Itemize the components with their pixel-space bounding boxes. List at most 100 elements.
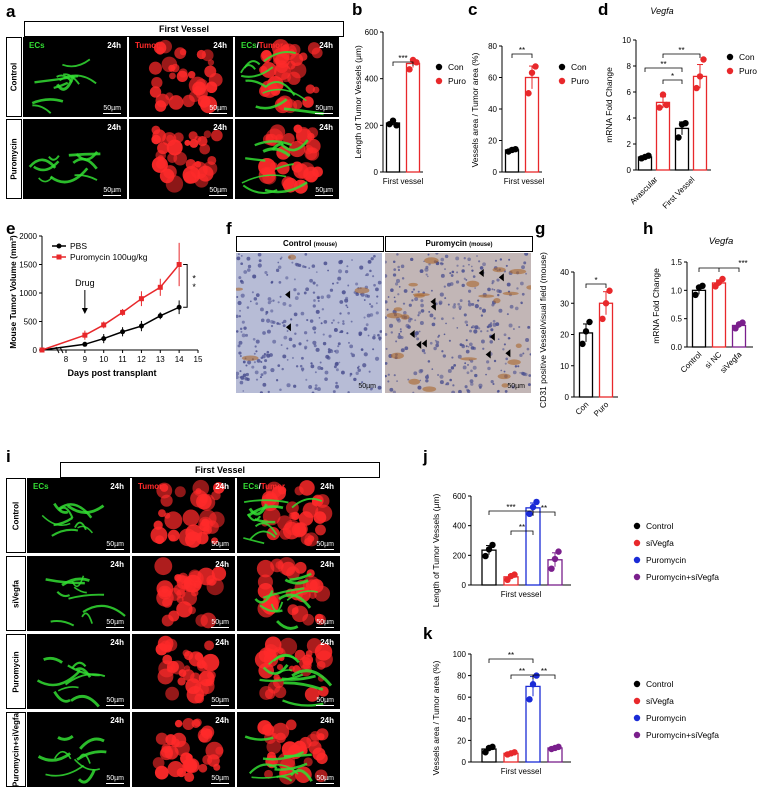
legend-label: Con — [448, 62, 464, 72]
scale-bar: 50µm — [209, 187, 227, 196]
vessel-segment — [280, 139, 309, 152]
nucleus — [477, 299, 480, 302]
tumor-cell — [205, 741, 224, 760]
panel-letter-e: e — [6, 219, 16, 238]
nucleus — [482, 262, 486, 267]
nucleus — [255, 339, 260, 344]
nucleus — [295, 365, 299, 368]
cd31-stain — [478, 294, 495, 298]
nucleus — [389, 387, 394, 392]
drug-annotation: Drug — [75, 278, 95, 288]
nucleus — [239, 355, 242, 358]
nucleus — [435, 253, 439, 255]
nucleus — [418, 311, 422, 315]
nucleus — [293, 288, 297, 292]
scale-bar-line — [315, 195, 333, 196]
nucleus — [487, 366, 491, 371]
vessel-segment — [49, 167, 89, 184]
data-point — [700, 56, 707, 63]
nucleus — [439, 380, 444, 385]
nucleus — [281, 367, 284, 371]
y-axis-label: Length of Tumor Vessels (μm) — [353, 45, 363, 159]
tumor-cell — [148, 61, 162, 75]
legend-label: Puro — [739, 66, 757, 76]
tumor-cell — [158, 509, 166, 518]
nucleus — [528, 374, 531, 377]
nucleus — [408, 303, 412, 307]
nucleus — [445, 322, 447, 325]
cd31-stain — [408, 378, 421, 385]
data-point — [532, 63, 539, 70]
nucleus — [267, 300, 271, 305]
nucleus — [304, 347, 307, 350]
nucleus — [291, 261, 294, 264]
nucleus — [425, 375, 429, 380]
nucleus — [430, 289, 433, 292]
scale-bar: 50µm — [209, 105, 227, 114]
significance-bracket — [510, 530, 534, 535]
tumor-cell — [293, 99, 303, 110]
nucleus — [317, 296, 320, 300]
tumor-cell — [273, 57, 280, 65]
y-tick-label: 0 — [627, 166, 632, 175]
nucleus — [298, 342, 302, 346]
significance-mark: ** — [541, 667, 547, 676]
row-label-text: Control — [11, 501, 21, 530]
nucleus — [254, 345, 257, 348]
time-label: 24h — [213, 123, 227, 132]
nucleus — [353, 377, 357, 382]
nucleus — [493, 288, 496, 291]
tumor-cell — [302, 613, 315, 626]
nucleus — [270, 324, 274, 328]
nucleus — [339, 300, 344, 304]
arrowhead-marker — [409, 330, 415, 339]
y-tick-label: 0 — [565, 393, 570, 402]
nucleus — [241, 333, 246, 338]
nucleus — [246, 306, 250, 309]
vessel-segment — [77, 525, 94, 534]
panel-a-header: First Vessel — [24, 21, 344, 37]
nucleus — [472, 365, 477, 370]
nucleus — [272, 339, 277, 344]
nucleus — [270, 320, 274, 324]
nucleus — [310, 362, 313, 365]
vessel-segment — [37, 752, 72, 762]
nucleus — [525, 272, 528, 275]
nucleus — [236, 330, 239, 333]
nucleus — [375, 311, 379, 315]
nucleus — [479, 306, 482, 310]
y-tick-label: 0 — [462, 581, 467, 590]
nucleus — [514, 365, 518, 368]
nucleus — [290, 318, 293, 321]
tumor-cell — [155, 732, 168, 745]
nucleus — [521, 265, 525, 270]
nucleus — [359, 293, 362, 296]
cd31-stain — [354, 287, 370, 294]
scale-bar-label: 50µm — [358, 383, 376, 390]
vessel-segment — [68, 152, 101, 157]
microscopy-tile: 24h 50µm — [129, 119, 233, 199]
scale-bar-label: 50µm — [316, 541, 334, 548]
vessel-segment — [251, 772, 293, 779]
nucleus — [247, 268, 251, 272]
y-tick-label: 1000 — [19, 289, 37, 298]
vessel-segment — [283, 753, 312, 758]
nucleus — [429, 341, 433, 345]
nucleus — [317, 387, 321, 391]
nucleus — [333, 328, 338, 332]
chart-g: 0 10 20 30 40 CD31 positive Vessel/visual fie… — [538, 252, 618, 418]
nucleus — [447, 303, 450, 306]
y-tick-label: 400 — [365, 75, 379, 84]
tumor-cell — [156, 482, 173, 499]
tumor-cell — [168, 64, 176, 72]
nucleus — [400, 335, 404, 340]
cd31-stain — [497, 373, 511, 380]
nucleus — [362, 363, 367, 368]
nucleus — [256, 358, 261, 363]
tumor-cell — [207, 754, 220, 767]
nucleus — [401, 277, 405, 280]
row-label-text: Puromycin+siVegfa — [11, 712, 21, 787]
nucleus — [457, 354, 462, 359]
tumor-cell — [211, 537, 219, 545]
nucleus — [344, 270, 349, 274]
